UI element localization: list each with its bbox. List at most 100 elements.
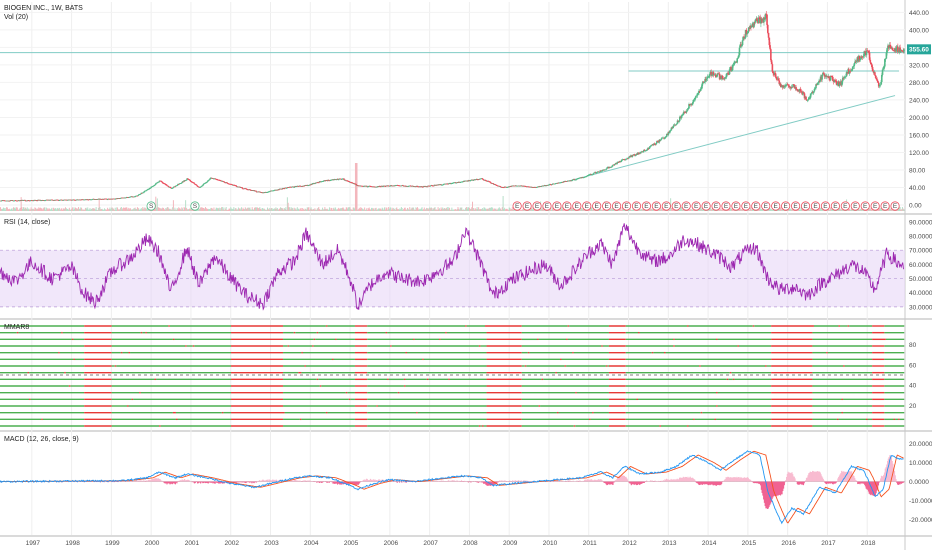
volume-bar: [322, 209, 324, 211]
mmar-pane-title: MMAR8: [4, 324, 29, 331]
volume-bar: [205, 208, 207, 211]
volume-bar: [433, 207, 435, 211]
volume-bar: [877, 208, 879, 211]
macd-histogram-bar: [135, 480, 137, 482]
volume-bar: [361, 208, 363, 211]
volume-bar: [608, 209, 610, 211]
volume-bar: [462, 209, 464, 211]
volume-bar: [661, 207, 663, 211]
volume-bar: [482, 209, 484, 211]
candle-body: [787, 84, 790, 86]
volume-bar: [791, 209, 793, 211]
volume-bar: [19, 208, 21, 211]
volume-bar: [490, 208, 492, 211]
rsi-tick-label: 60.0000: [909, 262, 932, 269]
volume-bar: [174, 207, 176, 211]
macd-histogram-bar: [193, 481, 196, 484]
volume-bar: [348, 207, 350, 211]
candle-body: [351, 182, 354, 184]
volume-bar: [173, 209, 175, 211]
candle-body: [18, 200, 21, 202]
volume-bar: [610, 209, 612, 211]
volume-bar: [582, 209, 584, 211]
volume-bar: [621, 207, 623, 211]
volume-bar: [358, 207, 360, 211]
volume-bar: [821, 208, 823, 211]
volume-bar: [345, 209, 347, 211]
volume-bar: [506, 208, 508, 211]
macd-histogram-bar: [309, 480, 311, 482]
macd-histogram-bar: [219, 481, 221, 484]
volume-bar: [601, 209, 603, 211]
volume-bar: [761, 209, 763, 211]
volume-bar: [515, 209, 517, 211]
volume-bar: [549, 209, 551, 211]
macd-histogram-bar: [174, 481, 176, 484]
volume-bar: [124, 207, 126, 211]
volume-bar: [747, 209, 749, 211]
candle-body: [492, 183, 494, 185]
candle-body: [145, 189, 148, 191]
candle-body: [692, 102, 694, 105]
earnings-marker-label: E: [813, 203, 818, 210]
macd-histogram-bar: [488, 481, 490, 486]
macd-histogram-bar: [368, 480, 370, 482]
macd-histogram-bar: [209, 481, 211, 483]
macd-histogram-bar: [208, 481, 210, 483]
macd-histogram-bar: [253, 481, 255, 484]
volume-bar: [301, 209, 303, 211]
macd-histogram-bar: [585, 480, 587, 482]
volume-bar: [120, 207, 122, 211]
volume-bar: [631, 209, 633, 211]
macd-histogram-bar: [603, 481, 606, 483]
volume-bar: [241, 209, 243, 211]
candle-body: [620, 161, 622, 163]
volume-bar: [889, 208, 891, 211]
volume-bar: [216, 207, 218, 211]
candle-body: [872, 71, 875, 73]
candle-body: [664, 136, 667, 139]
volume-bar: [659, 209, 661, 211]
volume-bar: [654, 209, 656, 211]
volume-bar: [310, 207, 312, 211]
volume-bar: [207, 208, 209, 211]
volume-bar: [434, 207, 436, 211]
volume-bar: [71, 207, 73, 211]
volume-bar: [332, 209, 334, 211]
volume-bar: [367, 209, 369, 211]
volume-bar: [478, 207, 480, 211]
volume-bar: [422, 209, 424, 211]
volume-bar: [486, 208, 488, 211]
volume-bar: [251, 207, 253, 211]
rsi-tick-label: 50.0000: [909, 276, 932, 283]
macd-histogram-bar: [255, 481, 258, 483]
candle-body: [207, 180, 210, 181]
candle-body: [688, 104, 690, 109]
candle-body: [415, 186, 417, 188]
macd-histogram-bar: [319, 481, 321, 483]
volume-bar: [391, 207, 393, 211]
macd-histogram-bar: [553, 480, 555, 482]
volume-bar: [157, 207, 159, 211]
volume-bar: [660, 207, 662, 211]
earnings-marker-label: E: [565, 203, 570, 210]
volume-bar: [380, 209, 382, 211]
volume-bar: [286, 197, 288, 211]
macd-histogram-bar: [113, 481, 115, 483]
volume-bar: [86, 209, 88, 211]
volume-bar: [122, 208, 124, 211]
volume-bar: [319, 209, 321, 211]
volume-bar: [306, 207, 308, 211]
volume-bar: [13, 207, 15, 211]
candle-body: [862, 56, 865, 58]
volume-bar: [623, 209, 625, 211]
x-tick-label: 2010: [543, 540, 558, 547]
volume-bar: [426, 207, 428, 211]
macd-histogram-bar: [476, 481, 479, 483]
macd-histogram-bar: [292, 480, 294, 482]
volume-bar: [259, 207, 261, 211]
macd-histogram-bar: [298, 480, 300, 482]
macd-histogram-bar: [163, 481, 165, 483]
volume-bar: [288, 207, 290, 211]
volume-bar: [286, 209, 288, 211]
